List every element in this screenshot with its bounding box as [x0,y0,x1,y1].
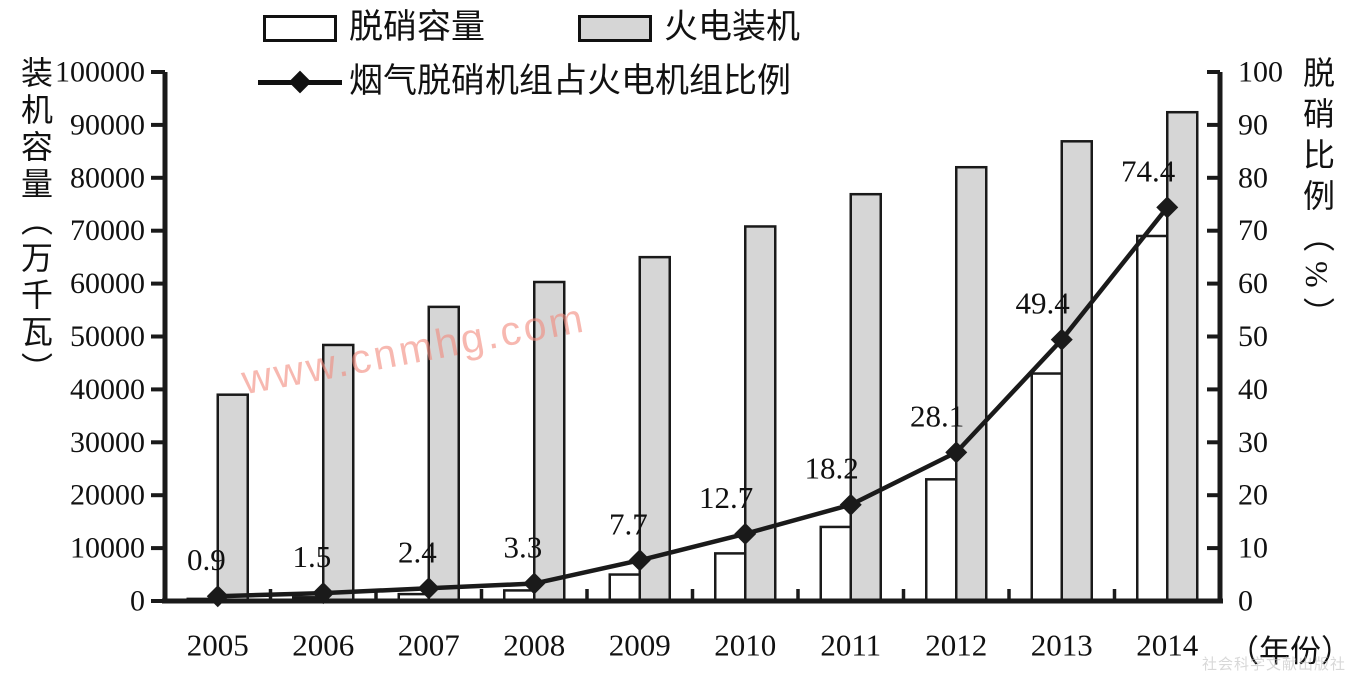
line-marker-2009 [628,549,651,572]
x-category-label-2008: 2008 [503,628,565,663]
ratio-line [217,206,1170,599]
line-marker-2006 [312,582,335,605]
point-label-2012: 28.1 [910,398,964,433]
line-marker-2010 [734,522,757,545]
left-tick-label-40000: 40000 [70,373,145,406]
bar-thermal-power-2006 [322,343,355,603]
watermark-publisher: 社会科学文献出版社 [1201,657,1346,673]
right-tick-label-60: 60 [1238,267,1268,300]
legend-label-thermal-power: 火电装机 [664,9,800,46]
x-axis-unit-label: （年份） [1228,634,1348,669]
x-category-label-2005: 2005 [187,628,249,663]
left-tick-label-60000: 60000 [70,267,145,300]
left-tick-label-20000: 20000 [70,479,145,512]
line-marker-2005 [206,585,229,608]
bar-denox-capacity-2009 [608,573,641,603]
x-category-label-2013: 2013 [1031,628,1093,663]
point-label-2013: 49.4 [1016,286,1071,321]
line-marker-2011 [839,493,862,516]
point-label-2014: 74.4 [1121,153,1176,188]
line-marker-2014 [1156,196,1179,219]
bar-thermal-power-2010 [744,225,777,603]
legend-swatch-thermal-power [578,15,652,42]
legend-swatch-denox-capacity [263,15,337,42]
right-tick-label-40: 40 [1238,373,1268,406]
x-category-label-2010: 2010 [714,628,776,663]
legend-label-denox-ratio: 烟气脱硝机组占火电机组比例 [349,63,791,100]
bar-thermal-power-2005 [216,393,249,603]
left-tick-label-100000: 100000 [55,56,145,89]
bar-thermal-power-2012 [955,165,988,603]
legend-label-denox-capacity: 脱硝容量 [349,9,485,46]
right-tick-label-70: 70 [1238,214,1268,247]
point-label-2008: 3.3 [504,530,543,565]
point-label-2010: 12.7 [699,480,753,515]
bar-thermal-power-2009 [638,255,671,603]
right-tick-label-50: 50 [1238,320,1268,353]
left-tick-label-80000: 80000 [70,161,145,194]
left-tick-label-0: 0 [130,585,145,618]
right-tick-label-80: 80 [1238,161,1268,194]
left-axis-title: 装机容量（万千瓦） [17,56,53,389]
right-tick-label-100: 100 [1238,56,1283,89]
bar-denox-capacity-2010 [714,552,747,603]
bar-denox-capacity-2011 [819,525,852,603]
bar-thermal-power-2013 [1060,140,1093,603]
bar-thermal-power-2008 [533,280,566,603]
point-label-2005: 0.9 [187,542,226,577]
bar-thermal-power-2014 [1166,110,1199,603]
right-axis-title: 脱硝比例（%） [1299,56,1335,338]
bar-denox-capacity-2012 [925,478,958,603]
point-label-2011: 18.2 [805,451,859,486]
line-marker-2012 [945,441,968,464]
right-tick-label-30: 30 [1238,426,1268,459]
x-category-label-2007: 2007 [398,628,460,663]
x-category-label-2009: 2009 [609,628,671,663]
left-tick-label-70000: 70000 [70,214,145,247]
line-marker-2013 [1050,328,1073,351]
point-label-2007: 2.4 [398,534,437,569]
right-tick-label-90: 90 [1238,108,1268,141]
left-tick-label-50000: 50000 [70,320,145,353]
bar-thermal-power-2011 [849,192,882,603]
x-category-label-2014: 2014 [1136,628,1199,663]
bar-thermal-power-2007 [427,305,460,603]
point-label-2006: 1.5 [293,539,332,574]
right-tick-label-10: 10 [1238,532,1268,565]
left-tick-label-10000: 10000 [70,532,145,565]
bar-denox-capacity-2013 [1030,372,1063,603]
point-label-2009: 7.7 [609,506,648,541]
bar-denox-capacity-2014 [1136,234,1169,603]
right-tick-label-20: 20 [1238,479,1268,512]
line-marker-2008 [523,572,546,595]
right-tick-label-0: 0 [1238,585,1253,618]
x-category-label-2012: 2012 [925,628,987,663]
x-category-label-2006: 2006 [292,628,354,663]
line-marker-2007 [417,577,440,600]
legend-line-diamond-swatch [258,70,342,94]
left-tick-label-30000: 30000 [70,426,145,459]
left-tick-label-90000: 90000 [70,108,145,141]
x-category-label-2011: 2011 [820,628,881,663]
